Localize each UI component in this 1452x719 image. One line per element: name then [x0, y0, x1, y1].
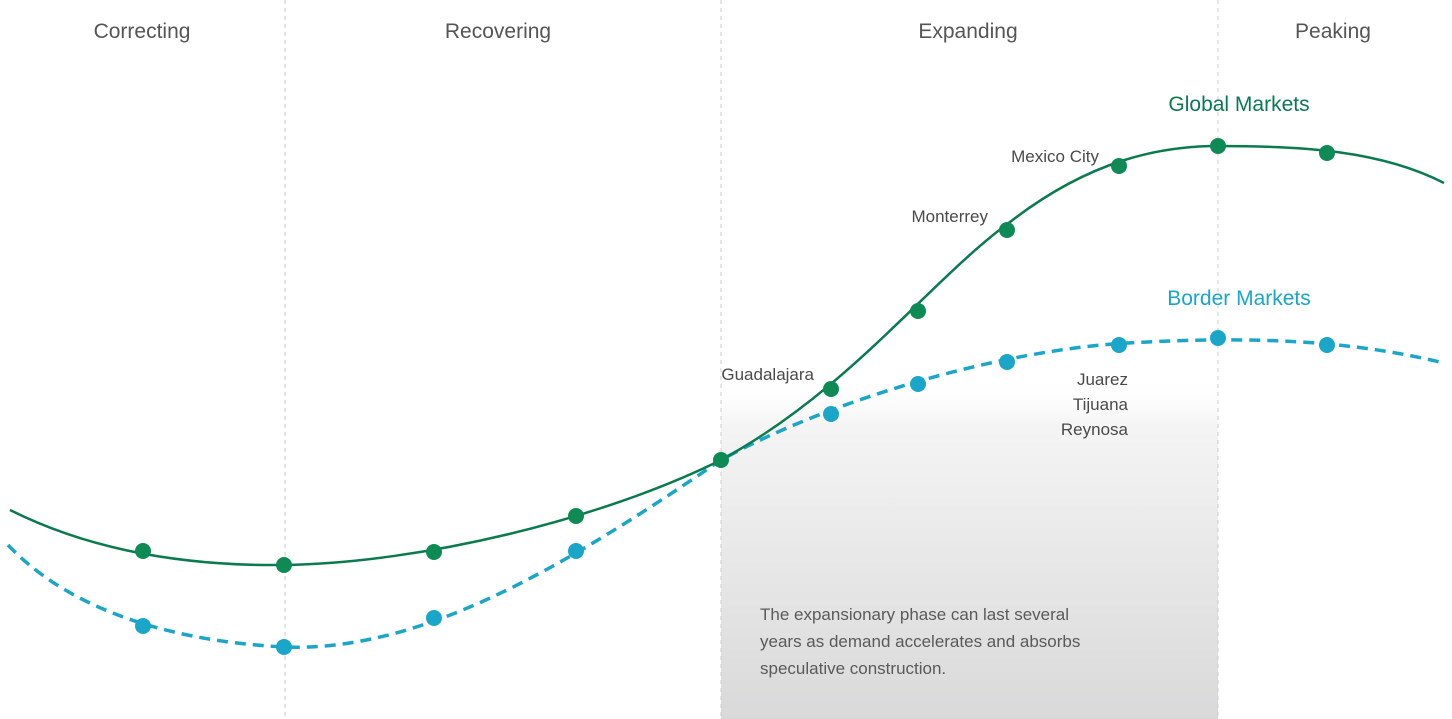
- global-point: [426, 544, 442, 560]
- border-point: [1319, 337, 1335, 353]
- market-label-mexico-city: Mexico City: [1011, 147, 1099, 166]
- border-point: [426, 610, 442, 626]
- border-point: [568, 543, 584, 559]
- phase-label-peaking: Peaking: [1295, 20, 1371, 43]
- global-point: [910, 303, 926, 319]
- global-point: [999, 222, 1015, 238]
- global-point: [1111, 158, 1127, 174]
- border-point: [135, 618, 151, 634]
- phase-label-recovering: Recovering: [445, 20, 551, 43]
- market-label-tijuana: Tijuana: [1073, 395, 1129, 414]
- global-point: [276, 557, 292, 573]
- global-markets-points: [135, 138, 1335, 573]
- note-line-1: The expansionary phase can last several: [760, 605, 1069, 624]
- global-point: [568, 508, 584, 524]
- border-point: [999, 354, 1015, 370]
- phase-label-correcting: Correcting: [94, 20, 191, 43]
- expanding-phase-shade: [721, 375, 1218, 719]
- market-label-monterrey: Monterrey: [911, 207, 988, 226]
- border-point: [910, 376, 926, 392]
- border-point: [276, 639, 292, 655]
- market-label-guadalajara: Guadalajara: [721, 365, 814, 384]
- intersection-point: [713, 452, 729, 468]
- border-markets-points: [135, 330, 1335, 655]
- market-label-reynosa: Reynosa: [1061, 420, 1129, 439]
- border-point: [1210, 330, 1226, 346]
- global-point: [823, 381, 839, 397]
- note-line-2: years as demand accelerates and absorbs: [760, 632, 1080, 651]
- border-markets-label: Border Markets: [1167, 287, 1311, 310]
- border-point: [1111, 337, 1127, 353]
- note-line-3: speculative construction.: [760, 659, 946, 678]
- global-markets-label: Global Markets: [1168, 93, 1309, 116]
- border-point: [823, 406, 839, 422]
- global-point: [1210, 138, 1226, 154]
- phase-label-expanding: Expanding: [918, 20, 1017, 43]
- global-point: [135, 543, 151, 559]
- global-point: [1319, 145, 1335, 161]
- market-label-juarez: Juarez: [1077, 370, 1128, 389]
